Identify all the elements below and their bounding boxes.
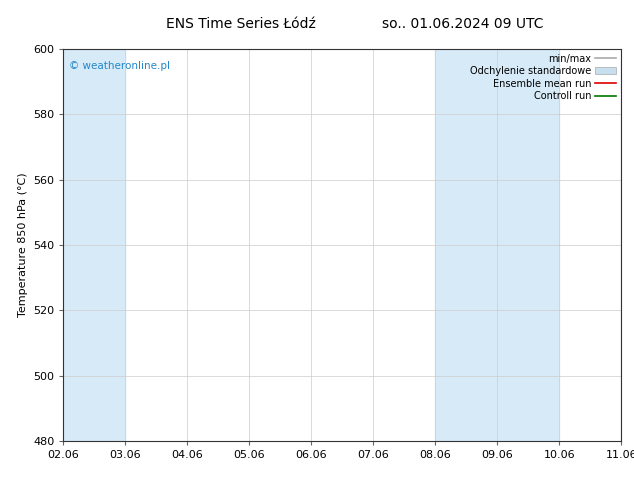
Text: © weatheronline.pl: © weatheronline.pl <box>69 61 170 71</box>
Bar <box>621 49 634 441</box>
Y-axis label: Temperature 850 hPa (°C): Temperature 850 hPa (°C) <box>18 172 27 318</box>
Bar <box>63 49 126 441</box>
Legend: min/max, Odchylenie standardowe, Ensemble mean run, Controll run: min/max, Odchylenie standardowe, Ensembl… <box>468 52 618 103</box>
Text: so.. 01.06.2024 09 UTC: so.. 01.06.2024 09 UTC <box>382 17 543 31</box>
Bar <box>436 49 559 441</box>
Text: ENS Time Series Łódź: ENS Time Series Łódź <box>166 17 316 31</box>
